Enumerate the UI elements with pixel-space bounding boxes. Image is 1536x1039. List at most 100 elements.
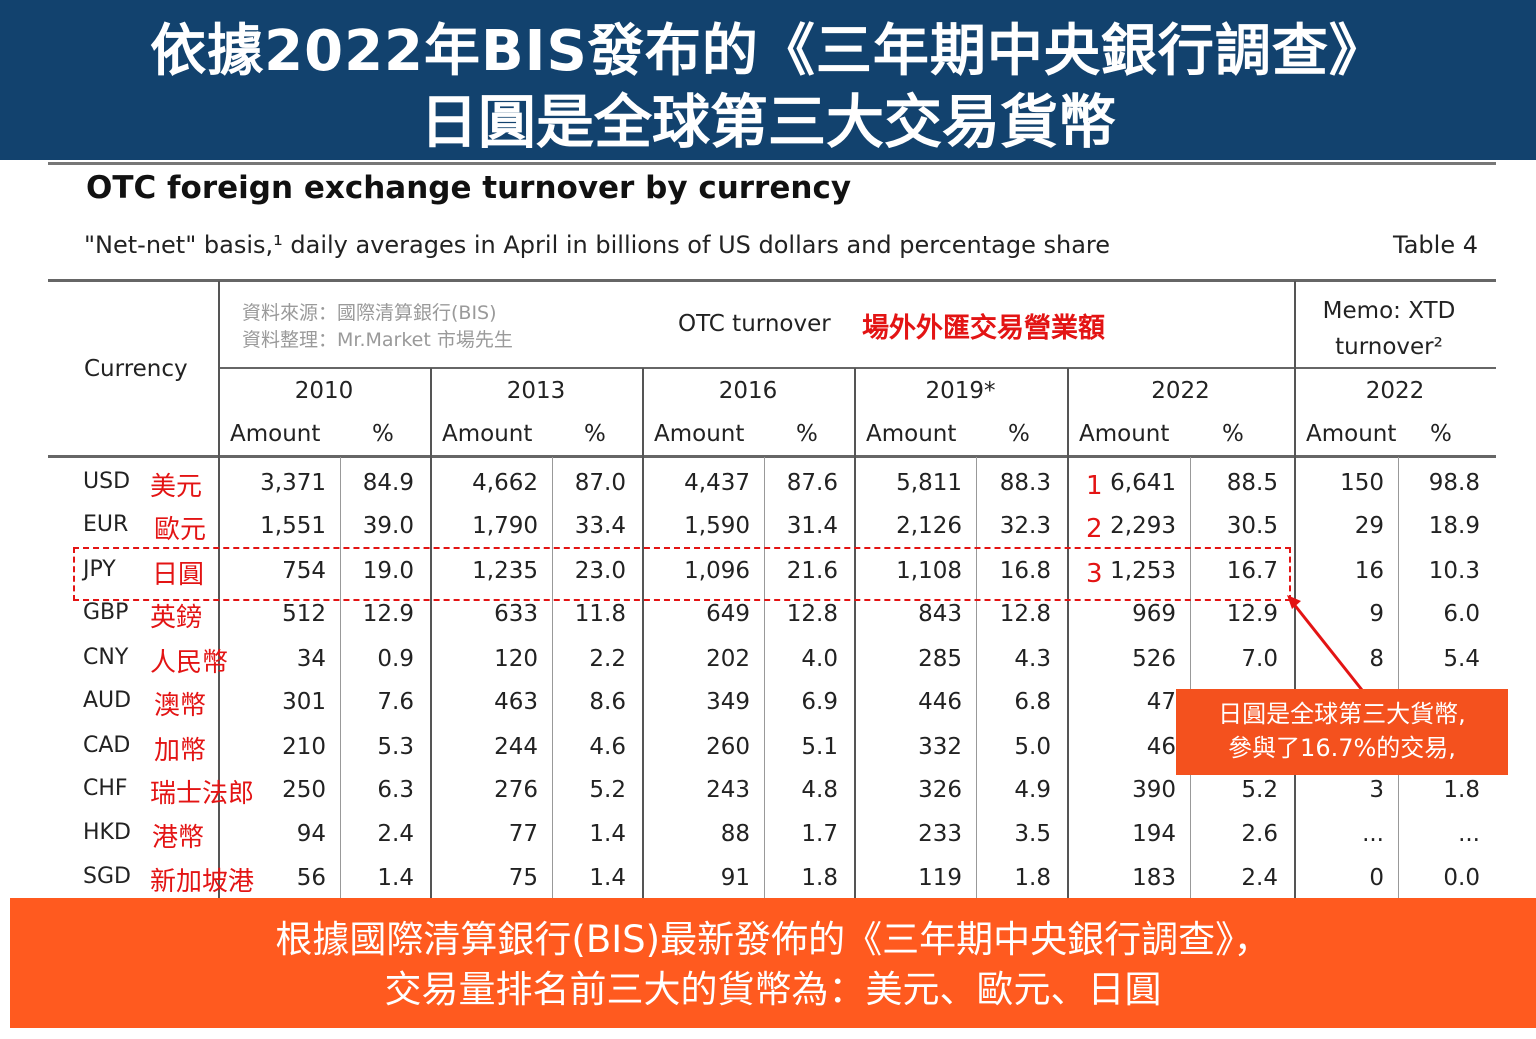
jpy-callout: 日圓是全球第三大貨幣, 參與了16.7%的交易, <box>1176 689 1508 775</box>
currency-code-gbp: GBP <box>83 600 129 625</box>
percent-cell: 4.6 <box>589 734 626 760</box>
percent-cell: 6.0 <box>1443 601 1480 627</box>
amount-cell: 46 <box>1146 734 1176 760</box>
amount-cell: 1,108 <box>896 558 962 584</box>
amount-cell: 0 <box>1369 865 1384 891</box>
currency-name-zh: 日圓 <box>152 560 205 590</box>
currency-name-zh: 港幣 <box>152 823 205 853</box>
percent-cell: 21.6 <box>786 558 838 584</box>
currency-code-cad: CAD <box>83 733 131 758</box>
percent-cell: 1.7 <box>801 821 838 847</box>
amount-pct-divider <box>552 457 553 898</box>
amount-cell: 56 <box>296 865 326 891</box>
amount-pct-divider <box>764 457 765 898</box>
percent-cell: ... <box>1458 821 1480 847</box>
percent-cell: 87.0 <box>574 470 626 496</box>
percent-column-header: % <box>1222 421 1244 447</box>
amount-cell: 5,811 <box>896 470 962 496</box>
percent-cell: 5.0 <box>1014 734 1051 760</box>
percent-column-header: % <box>1008 421 1030 447</box>
percent-cell: 12.9 <box>1226 601 1278 627</box>
percent-cell: 12.9 <box>362 601 414 627</box>
amount-cell: 77 <box>508 821 538 847</box>
currency-code-cny: CNY <box>83 645 129 670</box>
header-bottom-rule <box>48 455 1496 458</box>
column-group-divider <box>218 281 220 898</box>
amount-cell: 88 <box>720 821 750 847</box>
footer-line1: 根據國際清算銀行(BIS)最新發佈的《三年期中央銀行調查》， <box>275 918 1271 961</box>
year-header-2010: 2010 <box>294 378 354 404</box>
percent-cell: 7.0 <box>1241 646 1278 672</box>
percent-cell: 5.1 <box>801 734 838 760</box>
amount-cell: 47 <box>1146 689 1176 715</box>
amount-cell: 6,641 <box>1110 470 1176 496</box>
rank-number: 3 <box>1086 559 1103 589</box>
source-note: 資料來源：國際清算銀行(BIS) 資料整理：Mr.Market 市場先生 <box>242 300 513 354</box>
year-header-2016: 2016 <box>718 378 778 404</box>
percent-cell: 19.0 <box>362 558 414 584</box>
otc-label-zh: 場外外匯交易營業額 <box>862 313 1105 344</box>
amount-cell: 233 <box>918 821 962 847</box>
amount-column-header: Amount <box>442 421 533 447</box>
percent-cell: 88.5 <box>1226 470 1278 496</box>
percent-cell: 12.8 <box>786 601 838 627</box>
top-rule <box>48 162 1496 165</box>
percent-cell: 87.6 <box>786 470 838 496</box>
percent-cell: 5.3 <box>377 734 414 760</box>
amount-cell: 150 <box>1340 470 1384 496</box>
amount-cell: 1,551 <box>260 513 326 539</box>
percent-cell: 88.3 <box>999 470 1051 496</box>
footer-line2: 交易量排名前三大的貨幣為：美元、歐元、日圓 <box>384 968 1162 1011</box>
header-banner: 依據2022年BIS發布的《三年期中央銀行調查》 日圓是全球第三大交易貨幣 <box>0 0 1536 160</box>
amount-cell: 754 <box>282 558 326 584</box>
currency-name-zh: 歐元 <box>154 515 207 545</box>
currency-code-jpy: JPY <box>83 557 116 582</box>
percent-cell: 2.6 <box>1241 821 1278 847</box>
amount-cell: 202 <box>706 646 750 672</box>
currency-name-zh: 澳幣 <box>154 691 207 721</box>
amount-cell: 250 <box>282 777 326 803</box>
currency-name-zh: 美元 <box>150 472 203 502</box>
amount-cell: 16 <box>1354 558 1384 584</box>
currency-code-hkd: HKD <box>83 820 131 845</box>
percent-cell: 2.4 <box>1241 865 1278 891</box>
percent-cell: 23.0 <box>574 558 626 584</box>
percent-cell: 1.8 <box>801 865 838 891</box>
amount-cell: 649 <box>706 601 750 627</box>
memo-line2: turnover² <box>1335 334 1443 360</box>
amount-cell: 75 <box>508 865 538 891</box>
amount-cell: 183 <box>1132 865 1176 891</box>
amount-cell: 260 <box>706 734 750 760</box>
amount-cell: ... <box>1362 821 1384 847</box>
amount-cell: 3,371 <box>260 470 326 496</box>
amount-cell: 194 <box>1132 821 1176 847</box>
percent-column-header: % <box>584 421 606 447</box>
percent-cell: 1.4 <box>589 821 626 847</box>
amount-cell: 29 <box>1354 513 1384 539</box>
amount-cell: 4,662 <box>472 470 538 496</box>
percent-cell: 1.8 <box>1443 777 1480 803</box>
amount-cell: 2,293 <box>1110 513 1176 539</box>
footer-banner: 根據國際清算銀行(BIS)最新發佈的《三年期中央銀行調查》， 交易量排名前三大的… <box>10 898 1536 1028</box>
percent-cell: 16.8 <box>999 558 1051 584</box>
year-header-2019*: 2019* <box>925 378 996 404</box>
memo-line1: Memo: XTD <box>1322 298 1456 324</box>
percent-cell: 16.7 <box>1226 558 1278 584</box>
rank-number: 1 <box>1086 471 1103 501</box>
amount-cell: 969 <box>1132 601 1176 627</box>
amount-cell: 512 <box>282 601 326 627</box>
year-rule <box>218 367 1496 369</box>
column-group-divider <box>1294 281 1296 898</box>
currency-code-aud: AUD <box>83 688 132 713</box>
amount-column-header: Amount <box>654 421 745 447</box>
amount-column-header: Amount <box>866 421 957 447</box>
amount-pct-divider <box>1398 457 1399 898</box>
amount-cell: 2,126 <box>896 513 962 539</box>
column-group-divider <box>642 368 644 898</box>
table-subtitle: "Net-net" basis,¹ daily averages in Apri… <box>84 231 1111 259</box>
table-number: Table 4 <box>1393 231 1478 259</box>
amount-cell: 120 <box>494 646 538 672</box>
amount-cell: 285 <box>918 646 962 672</box>
percent-cell: 12.8 <box>999 601 1051 627</box>
